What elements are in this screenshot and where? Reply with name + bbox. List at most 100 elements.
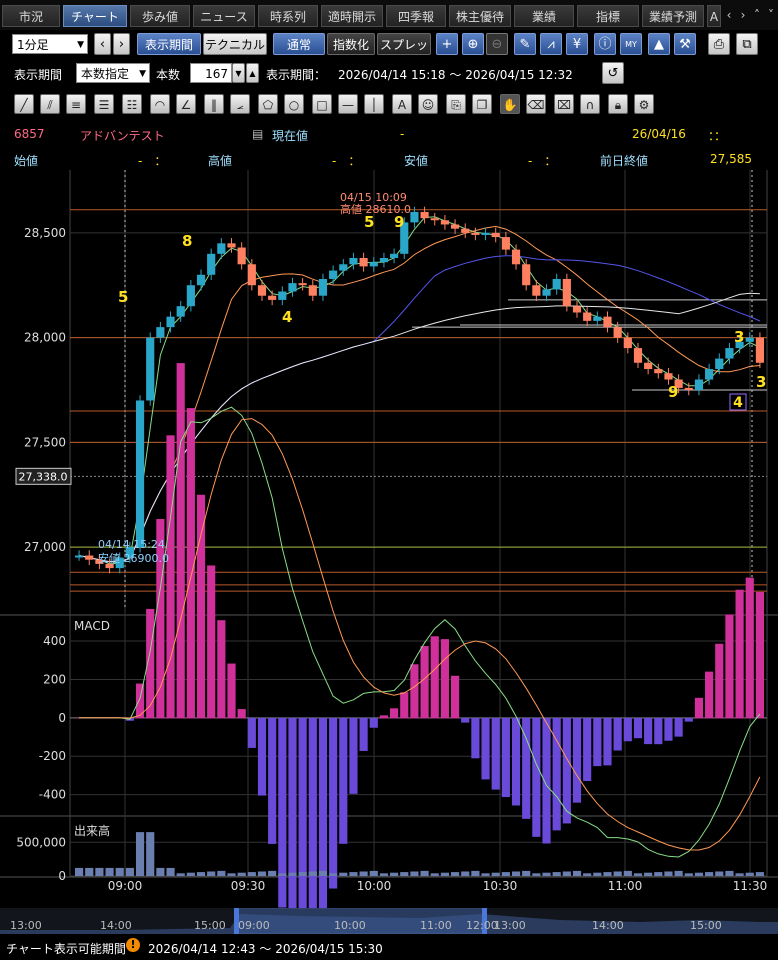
macd-histogram-bar	[400, 692, 409, 719]
period-button[interactable]: 表示期間	[137, 33, 201, 55]
tab-shikiho[interactable]: 四季報	[386, 5, 446, 27]
zoom-in-icon[interactable]: ⊕	[462, 33, 484, 55]
chart-area[interactable]: 28,500 28,000 27,500 27,000 27,338.0 09:00 09:…	[0, 170, 778, 908]
candle-body	[461, 228, 470, 233]
candle-body	[95, 559, 104, 564]
tab-benefits[interactable]: 株主優待	[449, 5, 511, 27]
candle-body	[196, 274, 206, 286]
yen-icon[interactable]: ¥	[566, 33, 588, 55]
tab-news[interactable]: ニュース	[193, 5, 255, 27]
eraser-icon[interactable]: ⌫	[526, 94, 546, 114]
area-chart-icon[interactable]: ▲	[648, 33, 670, 55]
price-tick-label: 27,500	[24, 435, 66, 449]
chevron-left-icon[interactable]: ‹	[726, 8, 732, 22]
volume-bar	[694, 872, 704, 876]
pen-icon[interactable]: ✎	[514, 33, 536, 55]
chevron-right-icon[interactable]: ›	[740, 8, 746, 22]
duplicate-icon[interactable]: ❐	[472, 94, 492, 114]
period-label: 表示期間	[14, 68, 63, 82]
wrench-icon[interactable]: ⚒	[674, 33, 696, 55]
gear-icon[interactable]: ⚙	[634, 94, 654, 114]
text-icon[interactable]: A	[392, 94, 412, 114]
macd-histogram-bar	[674, 717, 683, 737]
volume-bar	[135, 832, 145, 876]
info-icon[interactable]: ⓘ	[594, 33, 616, 55]
tab-chart[interactable]: チャート	[63, 5, 127, 27]
macd-histogram-bar	[491, 717, 500, 790]
next-icon[interactable]: ›	[113, 33, 130, 55]
tab-disclosure[interactable]: 適時開示	[321, 5, 383, 27]
trendline-icon[interactable]: ╱	[14, 94, 34, 114]
macd-histogram-bar	[471, 717, 480, 759]
candle-body	[542, 289, 551, 296]
pentagon-icon[interactable]: ⬠	[258, 94, 278, 114]
time-zone-icon[interactable]: ‖	[204, 94, 224, 114]
parallel-icon[interactable]: ≡	[66, 94, 86, 114]
index-button[interactable]: 指数化	[327, 33, 375, 55]
magnet-icon[interactable]: ∩	[580, 94, 600, 114]
arc-icon[interactable]: ◠	[150, 94, 170, 114]
interval-select[interactable]: 1分足 ▼	[12, 34, 88, 54]
rectangle-icon[interactable]: □	[312, 94, 332, 114]
prev-icon[interactable]: ‹	[94, 33, 111, 55]
icon-stamp-icon[interactable]: ☺	[418, 94, 438, 114]
td-count-label: 3	[734, 328, 744, 346]
volume-bar	[583, 873, 592, 876]
macd-histogram-bar	[694, 697, 704, 719]
fan-icon[interactable]: ∠	[176, 94, 196, 114]
reset-icon[interactable]: ↺	[602, 62, 624, 84]
document-icon[interactable]: ▤	[252, 127, 264, 141]
wave-icon[interactable]: ⩘	[540, 33, 562, 55]
print-icon[interactable]: ⎙	[708, 33, 730, 55]
my-icon[interactable]: MY	[620, 33, 642, 55]
circle-icon[interactable]: ○	[284, 94, 304, 114]
horizontal-line-icon[interactable]: —	[338, 94, 358, 114]
angle-icon[interactable]: ⦟	[230, 94, 250, 114]
volume-bar	[440, 872, 449, 876]
zoom-out-icon[interactable]: ⊖	[486, 33, 508, 55]
popout-icon[interactable]: ⧉	[736, 33, 758, 55]
timeline-navigator[interactable]: 13:00 14:00 15:00 09:00 10:00 11:00 12:00 13:00…	[0, 908, 778, 934]
count-down-icon[interactable]: ▼	[232, 63, 245, 83]
candle-body	[664, 373, 673, 380]
hand-icon[interactable]: ✋	[500, 94, 520, 114]
chevron-up-icon[interactable]: ˄	[754, 8, 760, 22]
candle-body	[227, 243, 236, 248]
volume-bar	[745, 872, 754, 876]
candle-body	[593, 316, 602, 321]
channel-icon[interactable]: ⫽	[40, 94, 60, 114]
volume-bar	[318, 870, 328, 876]
tab-indicators[interactable]: 指標	[577, 5, 639, 27]
volume-bar	[633, 873, 643, 876]
macd-histogram-bar	[532, 717, 541, 837]
tab-results[interactable]: 業績	[514, 5, 574, 27]
copy-icon[interactable]: ⎘	[446, 94, 466, 114]
technical-button[interactable]: テクニカル	[203, 33, 267, 55]
count-input[interactable]: 167	[190, 63, 232, 83]
macd-histogram-bar	[379, 715, 389, 719]
spread-button[interactable]: スプレッド	[377, 33, 431, 74]
tab-market[interactable]: 市況	[2, 5, 60, 27]
period-mode-select[interactable]: 本数指定 ▼	[76, 63, 150, 83]
tab-forecast[interactable]: 業績予測	[642, 5, 704, 27]
interval-value: 1分足	[17, 38, 49, 52]
erase-all-icon[interactable]: ⌧	[554, 94, 574, 114]
candle-body	[369, 262, 378, 267]
crosshair-icon[interactable]: +	[436, 33, 458, 55]
tab-ticks[interactable]: 歩み値	[130, 5, 190, 27]
lock-icon[interactable]: 🔒︎	[608, 94, 628, 114]
fib-levels-icon[interactable]: ☷	[122, 94, 142, 114]
count-up-icon[interactable]: ▲	[246, 63, 259, 83]
tab-more[interactable]: A	[707, 5, 721, 27]
normal-button[interactable]: 通常	[273, 33, 325, 55]
candle-body	[583, 312, 592, 321]
volume-bar	[85, 867, 94, 876]
chevron-down-icon[interactable]: ˅	[768, 8, 774, 22]
status-range: 2026/04/14 12:43 ～ 2026/04/15 15:30	[148, 942, 383, 956]
volume-bar	[115, 867, 124, 876]
tab-timeseries[interactable]: 時系列	[258, 5, 318, 27]
fib-retracement-icon[interactable]: ☰	[94, 94, 114, 114]
volume-bar	[278, 873, 287, 876]
vertical-line-icon[interactable]: │	[364, 94, 384, 114]
volume-bar	[481, 873, 490, 876]
